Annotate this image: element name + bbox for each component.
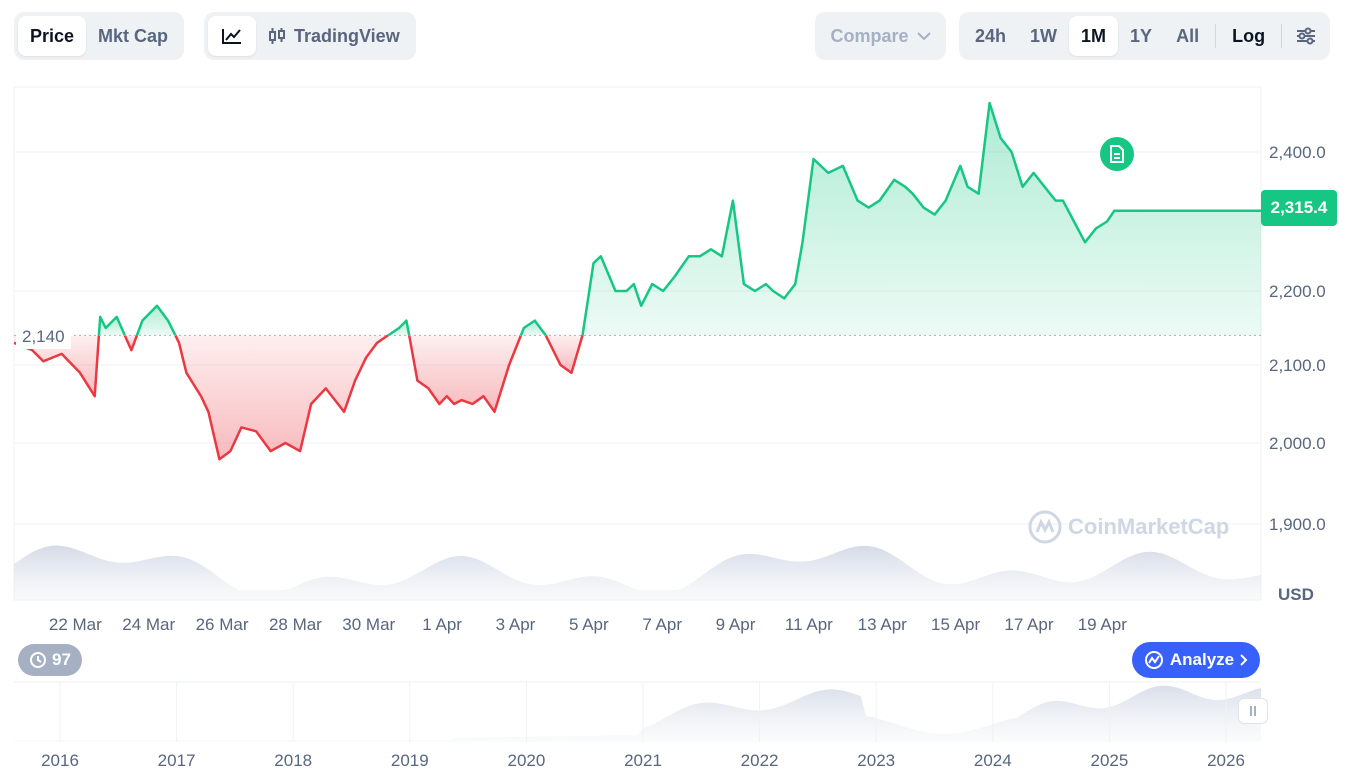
- loss-line-segment: [123, 334, 139, 352]
- navigator-year-label: 2017: [158, 751, 196, 770]
- analyze-icon: [1144, 651, 1163, 669]
- currency-label: USD: [1278, 585, 1314, 604]
- chart-toolbar: Price Mkt Cap TradingView Compare 24h 1W…: [14, 12, 1346, 60]
- x-tick-label: 13 Apr: [858, 615, 907, 634]
- x-tick-label: 28 Mar: [269, 615, 322, 634]
- analyze-button[interactable]: Analyze: [1132, 642, 1260, 678]
- range-1m[interactable]: 1M: [1069, 16, 1119, 56]
- loss-area: [409, 335, 521, 412]
- gain-area: [520, 320, 546, 336]
- y-tick-label: 1,900.0: [1269, 515, 1326, 534]
- navigator-year-label: 2024: [974, 751, 1012, 770]
- current-price-tag: 2,315.4: [1261, 190, 1337, 226]
- tradingview-label: TradingView: [294, 25, 400, 46]
- chevron-down-icon: [916, 31, 931, 40]
- chart-mode-tabs: TradingView: [204, 12, 416, 60]
- navigator-year-label: 2021: [624, 751, 662, 770]
- y-axis-ticks: 1,900.0 2,000.0 2,100.0 2,200.0 2,400.0: [1269, 143, 1326, 534]
- loss-line-segment: [13, 335, 101, 398]
- chevron-right-icon: [1240, 654, 1248, 666]
- gain-line-segment: [387, 319, 411, 337]
- loss-area: [14, 335, 99, 397]
- coinmarketcap-watermark: CoinMarketCap: [1028, 510, 1229, 544]
- gain-area: [582, 103, 1261, 336]
- range-1y[interactable]: 1Y: [1130, 25, 1153, 46]
- volume-area: [14, 545, 1261, 600]
- compare-dropdown[interactable]: Compare: [815, 12, 946, 60]
- navigator-handle[interactable]: [1238, 698, 1268, 724]
- sliders-icon: [1297, 27, 1316, 45]
- x-tick-label: 11 Apr: [785, 615, 833, 634]
- history-count: 97: [52, 650, 71, 669]
- x-tick-label: 5 Apr: [569, 615, 609, 634]
- x-tick-label: 19 Apr: [1078, 615, 1127, 634]
- loss-area: [124, 335, 137, 351]
- x-tick-label: 15 Apr: [931, 615, 980, 634]
- price-areas: [14, 103, 1261, 460]
- tab-mkt-cap[interactable]: Mkt Cap: [98, 25, 169, 46]
- analyze-label: Analyze: [1169, 650, 1235, 669]
- y-tick-label: 2,200.0: [1269, 282, 1326, 301]
- range-tabs: 24h 1W 1M 1Y All Log: [959, 12, 1331, 60]
- range-1w[interactable]: 1W: [1030, 25, 1058, 46]
- news-marker[interactable]: [1100, 137, 1134, 171]
- navigator-year-label: 2025: [1090, 751, 1128, 770]
- tab-price[interactable]: Price: [18, 16, 87, 56]
- navigator-year-label: 2018: [274, 751, 312, 770]
- price-lines: [13, 101, 1261, 461]
- navigator-year-label: 2023: [857, 751, 895, 770]
- compare-label: Compare: [830, 25, 909, 46]
- coinmarketcap-logo-icon: [1028, 510, 1062, 544]
- chart-settings-button[interactable]: [1286, 16, 1326, 56]
- toolbar-divider: [1215, 24, 1217, 48]
- loss-line-segment: [544, 334, 584, 375]
- volume-shape: [14, 545, 1261, 600]
- x-tick-label: 9 Apr: [716, 615, 756, 634]
- watermark-label: CoinMarketCap: [1068, 514, 1230, 539]
- gain-line-segment: [581, 101, 1261, 336]
- y-tick-label: 2,000.0: [1269, 434, 1326, 453]
- line-chart-button[interactable]: [208, 16, 256, 56]
- navigator-year-label: 2022: [741, 751, 779, 770]
- log-scale-toggle[interactable]: Log: [1232, 25, 1266, 46]
- navigator-history-area: [14, 685, 1261, 742]
- navigator-year-label: 2020: [507, 751, 545, 770]
- x-tick-label: 30 Mar: [342, 615, 395, 634]
- history-icon: [30, 652, 47, 668]
- x-tick-label: 3 Apr: [496, 615, 536, 634]
- x-tick-label: 7 Apr: [642, 615, 682, 634]
- x-tick-label: 1 Apr: [422, 615, 462, 634]
- loss-line-segment: [174, 334, 389, 461]
- drag-handle-icon: [1250, 706, 1256, 716]
- gain-area: [136, 305, 176, 336]
- x-tick-label: 17 Apr: [1004, 615, 1053, 634]
- range-all[interactable]: All: [1176, 25, 1200, 46]
- navigator-year-label: 2016: [41, 751, 79, 770]
- loss-line-segment: [407, 334, 523, 414]
- x-axis-ticks: 22 Mar 24 Mar 26 Mar 28 Mar 30 Mar 1 Apr 3 Apr…: [49, 615, 1127, 634]
- navigator-year-label: 2026: [1207, 751, 1245, 770]
- toolbar-divider: [1281, 24, 1283, 48]
- gain-line-segment: [97, 315, 126, 336]
- range-24h[interactable]: 24h: [975, 25, 1007, 46]
- x-tick-label: 26 Mar: [196, 615, 249, 634]
- x-tick-label: 24 Mar: [122, 615, 175, 634]
- reference-price-label: 2,140: [16, 325, 71, 349]
- navigator-year-label: 2019: [391, 751, 429, 770]
- x-tick-label: 22 Mar: [49, 615, 102, 634]
- gain-line-segment: [135, 304, 177, 336]
- navigator[interactable]: 2016 2017 2018 2019 2020 2021 2022 2023 2024 2025…: [14, 681, 1261, 770]
- line-chart-icon: [222, 29, 241, 44]
- loss-area: [175, 335, 389, 460]
- tradingview-button[interactable]: TradingView: [256, 16, 412, 56]
- y-tick-label: 2,100.0: [1269, 356, 1326, 375]
- history-badge[interactable]: 97: [18, 644, 82, 676]
- metric-tabs: Price Mkt Cap: [14, 12, 185, 60]
- document-icon: [1110, 145, 1124, 163]
- candlestick-icon: [269, 28, 285, 44]
- y-tick-label: 2,400.0: [1269, 143, 1326, 162]
- gain-line-segment: [519, 319, 547, 337]
